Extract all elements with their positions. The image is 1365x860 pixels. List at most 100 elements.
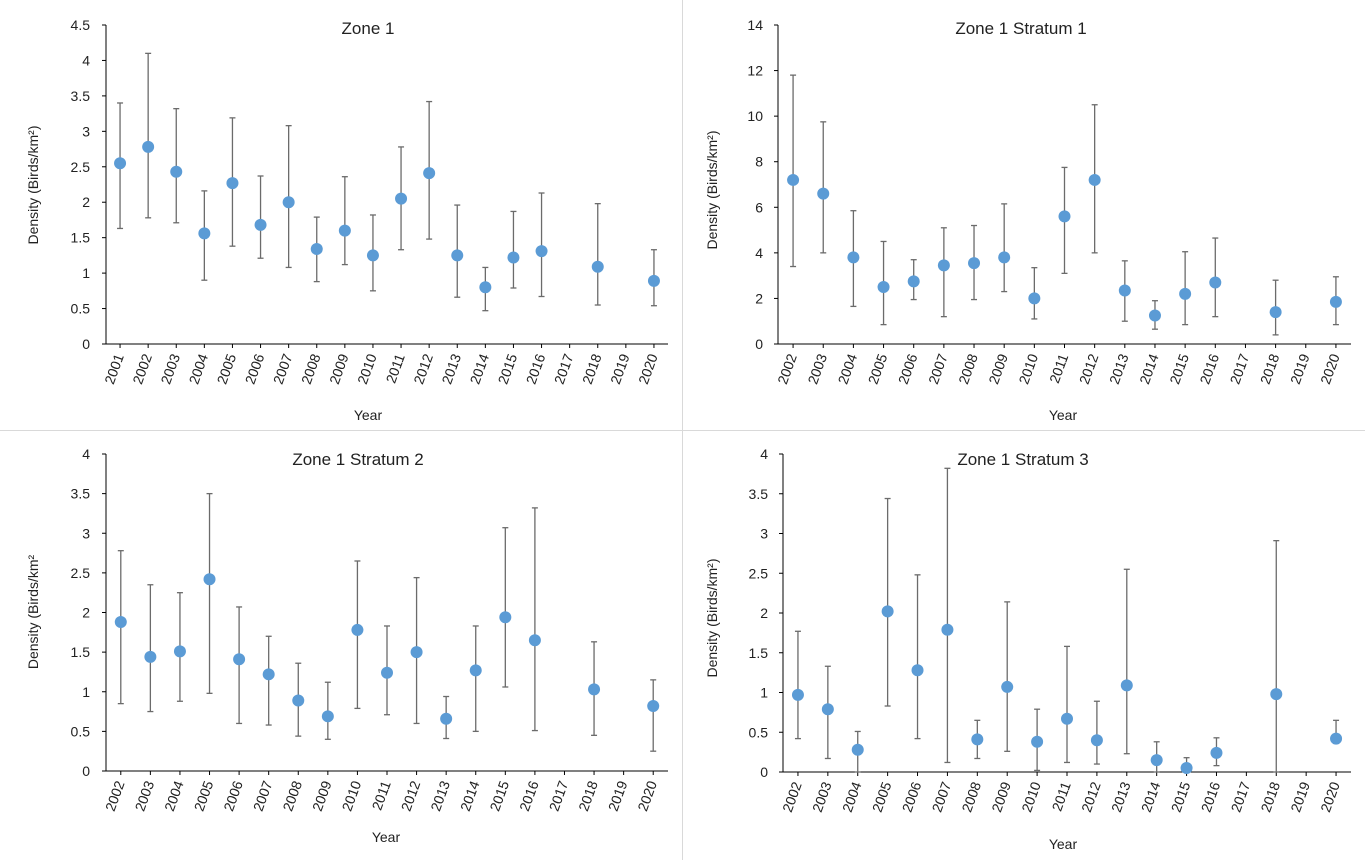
x-tick-label: 2004 <box>161 778 187 813</box>
y-tick-label: 2 <box>760 605 768 621</box>
data-point <box>451 249 464 262</box>
data-point <box>588 683 601 696</box>
data-point <box>1270 688 1283 701</box>
x-tick-label: 2004 <box>839 779 865 814</box>
x-tick-label: 2013 <box>438 351 464 386</box>
x-tick-label: 2012 <box>398 778 424 813</box>
x-tick-label: 2010 <box>339 778 365 813</box>
x-tick-label: 2015 <box>495 351 521 386</box>
x-tick-label: 2005 <box>191 778 217 813</box>
y-tick-label: 4 <box>755 245 763 261</box>
x-tick-label: 2011 <box>1048 779 1073 813</box>
x-tick-label: 2013 <box>1108 779 1134 814</box>
data-point <box>937 259 950 272</box>
data-point <box>971 733 984 746</box>
data-point <box>941 623 954 636</box>
chart-zone-1: Zone 1 Density (Birds/km²) Year 0 0.5 1 1.5… <box>0 0 682 430</box>
data-point <box>821 703 834 716</box>
x-tick-label: 2009 <box>985 351 1011 386</box>
data-point <box>292 694 305 707</box>
data-point <box>998 251 1011 264</box>
chart-title: Zone 1 Stratum 1 <box>955 19 1086 38</box>
x-tick-label: 2018 <box>579 351 605 386</box>
y-tick-label: 4 <box>82 52 90 68</box>
data-point <box>254 218 267 231</box>
x-tick-label: 2007 <box>270 351 296 386</box>
y-tick-label: 3.5 <box>749 486 769 502</box>
x-tick-label: 2004 <box>835 351 861 386</box>
chart-marks: 0 0.5 1 1.5 2 2.5 3 3.5 4 4.5 2001 2002 2003 2004 2005… <box>71 17 668 386</box>
x-tick-label: 2007 <box>925 351 951 386</box>
x-tick-label: 2016 <box>1196 351 1222 386</box>
chart-svg: Zone 1 Density (Birds/km²) Year 0 0.5 1 1.5… <box>25 17 668 423</box>
y-tick-label: 3 <box>82 525 90 541</box>
x-tick-label: 2015 <box>1166 351 1192 386</box>
y-tick-label: 2.5 <box>71 565 91 581</box>
data-point <box>338 224 351 237</box>
data-point <box>144 650 157 663</box>
x-tick-label: 2019 <box>607 351 633 386</box>
y-tick-label: 4 <box>760 446 768 462</box>
chart-svg: Zone 1 Stratum 2 Density (Birds/km² Year… <box>25 446 668 845</box>
data-point <box>911 664 924 677</box>
data-point <box>366 249 379 262</box>
x-tick-label: 2011 <box>383 351 408 385</box>
data-point <box>395 192 408 205</box>
y-tick-label: 0 <box>760 764 768 780</box>
x-tick-label: 2010 <box>354 351 380 386</box>
data-point <box>528 634 541 647</box>
x-tick-label: 2019 <box>1287 351 1313 386</box>
data-point <box>410 646 423 659</box>
chart-zone-1-stratum-3: Zone 1 Stratum 3 Density (Birds/km²) Yea… <box>683 430 1365 860</box>
x-tick-label: 2017 <box>551 351 577 386</box>
y-tick-label: 1 <box>760 685 768 701</box>
chart-zone-1-stratum-1: Zone 1 Stratum 1 Density (Birds/km²) Yea… <box>683 0 1365 430</box>
x-tick-label: 2016 <box>516 778 542 813</box>
data-point <box>1179 287 1192 300</box>
y-tick-label: 1.5 <box>71 230 91 246</box>
x-tick-label: 2020 <box>1317 351 1343 386</box>
y-tick-label: 0 <box>755 336 763 352</box>
chart-title: Zone 1 <box>342 19 395 38</box>
y-tick-label: 1.5 <box>749 645 769 661</box>
x-tick-label: 2010 <box>1015 351 1041 386</box>
data-point <box>817 187 830 200</box>
y-tick-label: 3.5 <box>71 486 91 502</box>
x-tick-label: 2019 <box>605 778 631 813</box>
y-axis-label: Density (Birds/km²) <box>704 130 720 249</box>
y-tick-label: 1.5 <box>71 644 91 660</box>
x-tick-label: 2012 <box>1076 351 1102 386</box>
data-point <box>907 275 920 288</box>
data-point <box>1061 712 1073 725</box>
x-tick-label: 2007 <box>929 779 955 814</box>
data-point <box>1329 295 1342 308</box>
x-tick-label: 2019 <box>1287 779 1313 814</box>
y-tick-label: 0.5 <box>749 724 769 740</box>
y-tick-label: 8 <box>755 154 763 170</box>
data-point <box>351 623 364 636</box>
x-tick-label: 2006 <box>220 778 246 813</box>
data-point <box>282 196 295 209</box>
y-tick-label: 2 <box>82 194 90 210</box>
y-tick-label: 2 <box>82 605 90 621</box>
data-point <box>440 712 453 725</box>
data-point <box>1028 292 1041 305</box>
data-point <box>647 274 660 287</box>
data-point <box>535 245 548 258</box>
x-tick-label: 2005 <box>214 351 240 386</box>
x-tick-label: 2020 <box>634 778 660 813</box>
y-tick-label: 12 <box>747 63 763 79</box>
x-tick-label: 2003 <box>804 351 830 386</box>
y-tick-label: 3 <box>82 123 90 139</box>
data-point <box>142 140 155 153</box>
x-tick-label: 2014 <box>1136 351 1162 386</box>
x-tick-label: 2018 <box>1257 779 1283 814</box>
x-tick-label: 2006 <box>895 351 921 386</box>
x-tick-label: 2002 <box>774 351 800 386</box>
x-tick-label: 2020 <box>635 351 661 386</box>
data-point <box>591 260 604 273</box>
y-tick-label: 2 <box>755 290 763 306</box>
